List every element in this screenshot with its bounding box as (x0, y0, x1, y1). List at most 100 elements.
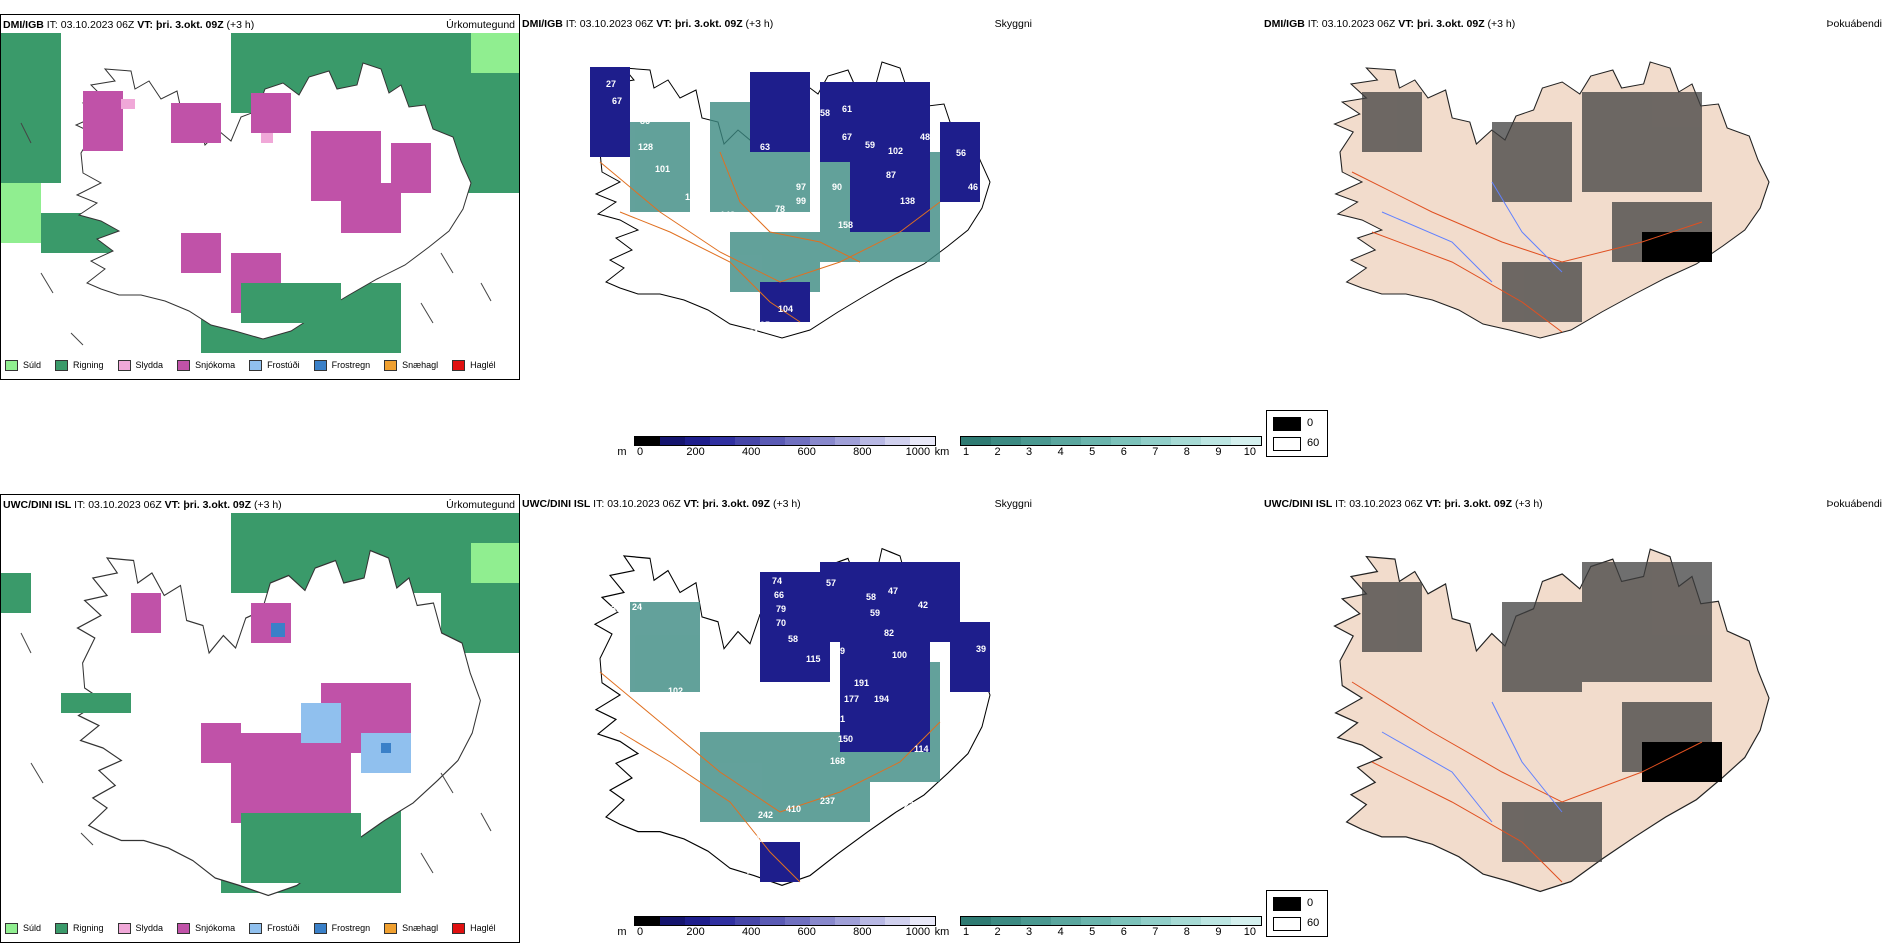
cloud-base-label: 102 (888, 146, 903, 156)
legend-swatch (313, 359, 327, 371)
cloud-base-label: 359 (776, 828, 791, 838)
fog-legend-label: 0 (1307, 417, 1314, 429)
colorbar-tick: 9 (1215, 446, 1222, 458)
panel-variable-title: Þokuábendi (1826, 498, 1882, 510)
cloud-base-label: 90 (832, 182, 842, 192)
precip-type-map (1, 33, 519, 353)
colorbar-bin (760, 437, 785, 445)
legend-item: Haglél (452, 359, 496, 371)
legend-item: Rigning (55, 922, 104, 934)
cloud-base-label: 56 (956, 148, 966, 158)
fog-indicator-map (1333, 548, 1770, 893)
colorbar-bin (635, 917, 660, 925)
cloud-base-label: 59 (870, 608, 880, 618)
legend-swatch (117, 359, 131, 371)
cloud-base-label: 104 (778, 304, 793, 314)
panel-title: DMI/IGB IT: 03.10.2023 06Z VT: þri. 3.ok… (3, 19, 255, 31)
colorbar-bin (1051, 437, 1081, 445)
legend-swatch (249, 922, 263, 934)
fog-legend-swatch (1273, 417, 1301, 431)
colorbar-tick: 0 (636, 926, 644, 938)
legend-item: Frostregn (313, 359, 370, 371)
colorbar-tick: 2 (994, 446, 1001, 458)
cloud-base-label: 225 (904, 800, 919, 810)
fog-legend: 0 60 (1266, 890, 1328, 937)
colorbar-bin (760, 917, 785, 925)
colorbar-bin (710, 437, 735, 445)
legend-swatch (249, 359, 263, 371)
fog-legend-label: 0 (1307, 897, 1314, 909)
colorbar-bin (910, 917, 935, 925)
colorbar-bin (1231, 437, 1261, 445)
cloud-base-label: 128 (638, 142, 653, 152)
legend-item: Snæhagl (384, 359, 438, 371)
fog-indicator-panel-top: DMI/IGB IT: 03.10.2023 06Z VT: þri. 3.ok… (1262, 14, 1900, 354)
fog-legend-swatch (1273, 897, 1301, 911)
cloud-base-label: 100 (892, 650, 907, 660)
cloud-base-label: 161 (830, 714, 845, 724)
cloud-base-label: 57 (826, 578, 836, 588)
precip-type-map (1, 513, 519, 897)
cloud-base-label: 48 (920, 132, 930, 142)
panel-title: UWC/DINI ISL IT: 03.10.2023 06Z VT: þri.… (522, 498, 801, 510)
colorbar-bin (735, 437, 760, 445)
cloud-visibility-map: 45 130 24 102 74 66 79 70 58 115 57 58 4… (594, 547, 991, 886)
panel-variable-title: Úrkomutegund (446, 19, 515, 31)
colorbar-bin (860, 437, 885, 445)
colorbar-tick: 10 (1243, 446, 1257, 458)
panel-variable-title: Þokuábendi (1826, 18, 1882, 30)
colorbar-tick: 1000 (905, 926, 931, 938)
cloud-base-label: 67 (612, 96, 622, 106)
fog-indicator-map (1333, 61, 1770, 339)
cloud-base-labels: 27 67 96 86 101 100 128 148 78 63 58 61 … (606, 79, 978, 338)
panel-title: UWC/DINI ISL IT: 03.10.2023 06Z VT: þri.… (1264, 498, 1543, 510)
colorbar-tick: 1 (962, 446, 970, 458)
cloud-base-label: 58 (820, 108, 830, 118)
precip-type-panel-bottom: UWC/DINI ISL IT: 03.10.2023 06Z VT: þri.… (0, 494, 520, 943)
colorbar-tick: 1 (962, 926, 970, 938)
cloud-base-label: 45 (608, 564, 618, 574)
cloud-base-label: 115 (806, 654, 821, 664)
colorbar-bin (810, 917, 835, 925)
colorbar-tick: 5 (1089, 446, 1096, 458)
colorbar-tick: 4 (1057, 926, 1064, 938)
colorbar-tick: 600 (797, 446, 816, 458)
legend-item: Frostúði (249, 922, 300, 934)
colorbar-tick: 6 (1120, 926, 1127, 938)
cloud-base-label: 82 (884, 628, 894, 638)
cloud-base-label: 130 (750, 834, 765, 844)
colorbar-bin (835, 437, 860, 445)
fog-legend-label: 60 (1307, 437, 1320, 449)
cloud-visibility-panel-bottom: UWC/DINI ISL IT: 03.10.2023 06Z VT: þri.… (520, 494, 1036, 904)
legend-swatch (384, 922, 398, 934)
legend-swatch (177, 359, 191, 371)
cloud-base-label: 42 (918, 600, 928, 610)
legend-swatch (384, 359, 398, 371)
cloud-base-label: 114 (914, 744, 929, 754)
legend-item: Haglél (452, 922, 496, 934)
cloud-base-label: 177 (844, 694, 859, 704)
precip-type-legend: Súld Rigning Slydda Snjókoma Frostúði Fr… (5, 918, 510, 938)
colorbar-tick: 7 (1152, 926, 1159, 938)
cloud-base-label: 47 (888, 586, 898, 596)
colorbar-bin (1171, 437, 1201, 445)
legend-swatch (452, 922, 466, 934)
visibility-colorbar: km 1 2 3 4 5 6 7 8 9 10 (935, 436, 1262, 460)
colorbar-bin (1171, 917, 1201, 925)
panel-variable-title: Skyggni (994, 498, 1032, 510)
legend-item: Súld (5, 359, 41, 371)
cloud-base-label: 77 (746, 866, 756, 876)
fog-legend: 0 60 (1266, 410, 1328, 457)
colorbar-unit: m (617, 926, 627, 938)
colorbar-bin (1021, 437, 1051, 445)
legend-swatch (452, 359, 466, 371)
legend-item: Slydda (117, 922, 163, 934)
cloud-base-label: 27 (606, 79, 616, 89)
cloud-base-label: 58 (866, 592, 876, 602)
colorbar-tick: 8 (1183, 446, 1190, 458)
legend-swatch (5, 922, 18, 934)
colorbar-tick: 3 (1026, 926, 1033, 938)
colorbar-tick: 4 (1057, 446, 1064, 458)
cloud-base-label: 79 (776, 604, 786, 614)
cloud-base-label: 70 (776, 618, 786, 628)
